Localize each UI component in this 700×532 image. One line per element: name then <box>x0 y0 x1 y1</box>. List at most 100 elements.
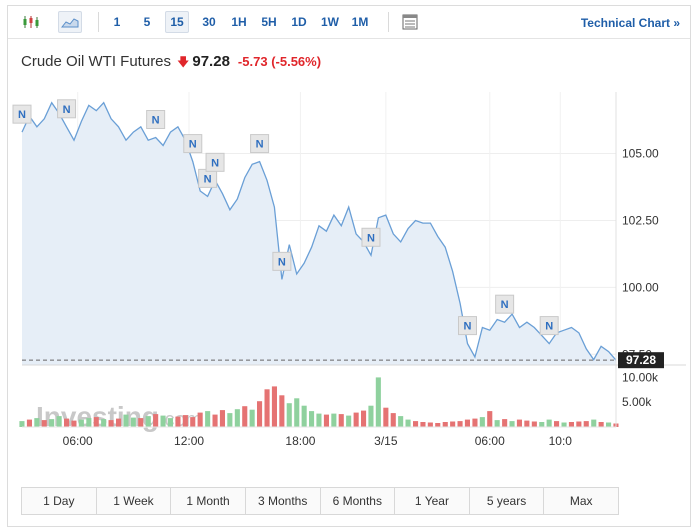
volume-bar <box>108 420 114 427</box>
volume-bar <box>26 419 32 427</box>
news-marker-box <box>250 134 270 154</box>
x-tick-label: 06:00 <box>63 434 93 448</box>
news-marker[interactable]: N <box>205 152 225 172</box>
volume-bar <box>294 398 300 427</box>
price-change: -5.73 (-5.56%) <box>238 54 321 69</box>
news-marker[interactable]: N <box>146 110 166 129</box>
volume-bar <box>34 418 40 427</box>
range-button-1-week[interactable]: 1 Week <box>96 488 172 514</box>
news-marker-label: N <box>189 139 197 151</box>
volume-bar <box>167 418 173 427</box>
candlestick-chart-button[interactable] <box>19 11 43 33</box>
volume-bar <box>301 405 307 427</box>
range-button-1-year[interactable]: 1 Year <box>395 488 470 514</box>
y-tick-label: 102.50 <box>622 213 659 227</box>
volume-bar <box>145 416 151 427</box>
volume-bar <box>502 419 508 427</box>
volume-bar <box>561 422 567 427</box>
news-marker[interactable]: N <box>57 99 77 119</box>
volume-bar <box>361 410 367 427</box>
interval-button-1h[interactable]: 1H <box>231 15 247 29</box>
price-line <box>21 101 617 361</box>
interval-button-1w[interactable]: 1W <box>321 15 339 29</box>
volume-bar <box>234 409 240 427</box>
news-marker[interactable]: N <box>458 316 477 336</box>
y-tick-label: 100.00 <box>622 280 659 294</box>
volume-bar <box>56 416 62 427</box>
volume-bar <box>450 421 456 427</box>
volume-tick-label: 5.00k <box>622 395 652 409</box>
volume-bar <box>383 407 389 427</box>
news-marker[interactable]: N <box>250 134 270 154</box>
volume-bar <box>227 413 233 427</box>
volume-bar <box>516 419 522 427</box>
news-marker-box <box>12 104 32 124</box>
range-button-1-month[interactable]: 1 Month <box>171 488 246 514</box>
volume-bar <box>472 418 478 427</box>
x-tick-label: 10:0 <box>549 434 573 448</box>
news-marker-label: N <box>545 321 553 333</box>
volume-bar <box>19 421 25 427</box>
volume-bar <box>116 418 122 427</box>
volume-bar <box>346 415 352 427</box>
news-marker-label: N <box>204 173 212 185</box>
volume-bar <box>405 419 411 427</box>
news-marker[interactable]: N <box>539 316 559 336</box>
volume-bar <box>576 421 582 427</box>
interval-button-1m[interactable]: 1M <box>351 15 369 29</box>
price-area-fill <box>22 102 616 365</box>
news-marker-box <box>205 152 225 172</box>
news-marker-box <box>57 99 77 119</box>
volume-bar <box>435 423 441 427</box>
interval-button-1d[interactable]: 1D <box>291 15 307 29</box>
area-chart-icon <box>61 18 79 28</box>
volume-bar <box>390 413 396 427</box>
volume-bar <box>427 422 433 427</box>
change-percent: (-5.56%) <box>271 54 322 69</box>
last-price-label-bg <box>618 352 664 369</box>
volume-bar <box>583 421 589 427</box>
news-marker-label: N <box>152 115 160 127</box>
volume-bar <box>41 420 47 427</box>
news-marker-label: N <box>63 104 71 116</box>
range-button-1-day[interactable]: 1 Day <box>22 488 97 514</box>
range-button-3-months[interactable]: 3 Months <box>245 488 321 514</box>
interval-button-1[interactable]: 1 <box>113 15 121 29</box>
last-price-label: 97.28 <box>626 353 656 367</box>
volume-bar <box>249 409 255 427</box>
indicators-button[interactable] <box>398 11 422 33</box>
interval-button-5h[interactable]: 5H <box>261 15 277 29</box>
technical-chart-link[interactable]: Technical Chart » <box>580 16 680 30</box>
volume-bar <box>153 414 159 427</box>
interval-button-15[interactable]: 15 <box>165 11 189 33</box>
area-chart-button[interactable] <box>58 11 82 33</box>
volume-bar <box>286 403 292 427</box>
volume-bar <box>509 421 515 427</box>
news-marker-label: N <box>464 321 472 333</box>
toolbar: 1 5 15 30 1H 5H 1D 1W 1M Technical Chart » <box>8 6 690 39</box>
news-marker[interactable]: N <box>495 294 515 314</box>
news-marker[interactable]: N <box>12 104 32 124</box>
volume-bar <box>182 415 188 427</box>
volume-bar <box>190 417 196 427</box>
volume-bar <box>138 418 144 427</box>
news-marker[interactable]: N <box>183 134 203 154</box>
candlestick-icon <box>23 16 39 28</box>
news-marker-box <box>539 316 559 336</box>
range-button-max[interactable]: Max <box>544 488 618 514</box>
news-marker[interactable]: N <box>272 251 292 271</box>
x-tick-label: 06:00 <box>475 434 505 448</box>
interval-button-30[interactable]: 30 <box>202 15 216 29</box>
range-button-6-months[interactable]: 6 Months <box>320 488 396 514</box>
y-tick-label: 105.00 <box>622 147 659 161</box>
volume-bar <box>101 419 107 427</box>
news-marker[interactable]: N <box>361 227 381 247</box>
volume-bar <box>242 406 248 427</box>
volume-bar <box>130 417 136 427</box>
range-button-5-years[interactable]: 5 years <box>469 488 545 514</box>
volume-bar <box>212 414 218 427</box>
interval-button-5[interactable]: 5 <box>143 15 151 29</box>
toolbar-divider <box>98 12 99 32</box>
news-marker[interactable]: N <box>198 168 218 188</box>
price-chart[interactable]: Investing.com 105.00102.50100.0097.5006:… <box>8 6 690 451</box>
